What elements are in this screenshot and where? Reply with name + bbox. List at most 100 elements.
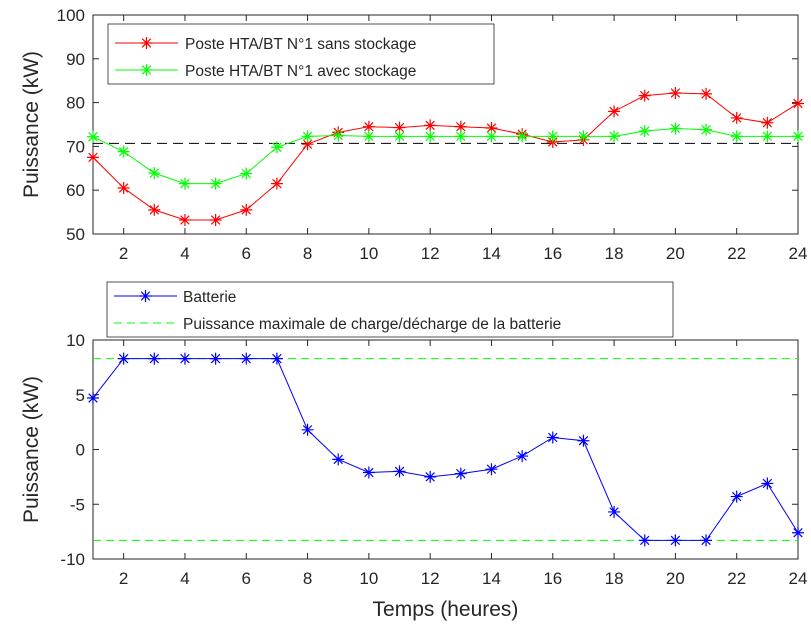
bottom-y-ticks: -10 -5 0 5 10 [60, 331, 798, 569]
data-point [117, 182, 130, 195]
legend-marker-batterie [139, 290, 152, 302]
x-tick-label: 14 [482, 244, 501, 263]
data-point [117, 145, 130, 158]
data-point-shape [301, 138, 314, 151]
data-point-shape [730, 130, 743, 143]
data-point [148, 203, 161, 216]
data-point [761, 477, 774, 490]
data-point-shape [546, 431, 559, 444]
data-point [669, 534, 682, 547]
legend-marker-star [140, 64, 153, 76]
data-point-shape [209, 352, 222, 365]
data-point-shape [362, 130, 375, 143]
data-point-shape [700, 123, 713, 136]
data-point-shape [730, 111, 743, 124]
data-point-shape [730, 490, 743, 503]
legend-item-sans-stockage: Poste HTA/BT N°1 sans stockage [115, 36, 416, 53]
data-point-shape [546, 130, 559, 143]
y-tick-label: -10 [60, 550, 85, 569]
data-point-shape [301, 130, 314, 143]
data-point [516, 130, 529, 143]
y-tick-label: 100 [57, 6, 85, 25]
data-point [730, 130, 743, 143]
x-tick-label: 6 [242, 244, 251, 263]
data-point-shape [424, 470, 437, 483]
legend-marker-star-shape [140, 64, 153, 76]
x-tick-label: 6 [242, 569, 251, 588]
data-point-shape [209, 177, 222, 190]
data-point-shape [178, 352, 191, 365]
data-point [485, 130, 498, 143]
data-point-shape [240, 352, 253, 365]
data-point [700, 87, 713, 100]
data-point [454, 130, 467, 143]
data-point [761, 130, 774, 143]
data-point-shape [178, 177, 191, 190]
bottom-series-layer [87, 352, 804, 547]
x-tick-label: 16 [543, 569, 562, 588]
data-point-shape [608, 105, 621, 118]
data-point-shape [577, 434, 590, 447]
x-tick-label: 12 [421, 569, 440, 588]
legend-item-puissance-max: Puissance maximale de charge/décharge de… [114, 316, 561, 333]
data-point [362, 130, 375, 143]
data-point-shape [178, 213, 191, 226]
x-tick-label: 22 [727, 569, 746, 588]
data-point-shape [87, 130, 99, 143]
data-point [638, 534, 651, 547]
data-point [454, 120, 467, 133]
data-point [362, 466, 375, 479]
legend-marker-sans-stockage [140, 37, 153, 49]
y-tick-label: 10 [66, 331, 85, 350]
legend-marker-star [139, 290, 152, 302]
data-point-shape [761, 116, 774, 129]
data-point-shape [577, 130, 590, 143]
data-point-shape [454, 120, 467, 133]
legend-label-sans-stockage: Poste HTA/BT N°1 sans stockage [185, 36, 416, 53]
data-point-shape [270, 141, 283, 154]
x-tick-label: 18 [605, 569, 624, 588]
data-point-shape [608, 130, 621, 143]
data-point-shape [454, 130, 467, 143]
data-point-shape [332, 453, 345, 466]
data-point [393, 465, 406, 478]
data-point-shape [393, 465, 406, 478]
data-point [424, 470, 437, 483]
data-point [761, 116, 774, 129]
data-point-shape [117, 182, 130, 195]
data-point [301, 138, 314, 151]
data-point [608, 505, 621, 518]
y-tick-label: 50 [66, 225, 85, 244]
x-tick-label: 2 [119, 244, 128, 263]
x-tick-label: 22 [727, 244, 746, 263]
bottom-legend-box [106, 281, 674, 338]
top-y-axis-label: Puissance (kW) [20, 51, 43, 198]
data-point [577, 130, 590, 143]
legend-marker-avec-stockage [140, 64, 153, 76]
top-series-layer [87, 86, 804, 226]
x-tick-label: 2 [119, 569, 128, 588]
data-point-shape [240, 167, 253, 180]
data-point-shape [393, 121, 406, 134]
data-point [454, 467, 467, 480]
data-point [393, 130, 406, 143]
bottom-legend: Batterie Puissance maximale de charge/dé… [106, 281, 674, 338]
data-point [608, 105, 621, 118]
top-legend-box [107, 23, 495, 85]
data-point-shape [87, 392, 99, 405]
data-point-shape [301, 423, 314, 436]
data-point [270, 352, 283, 365]
data-point [485, 463, 498, 476]
x-tick-label: 24 [789, 244, 808, 263]
data-point-shape [117, 352, 130, 365]
x-tick-label: 8 [303, 569, 312, 588]
x-tick-label: 18 [605, 244, 624, 263]
data-point [178, 352, 191, 365]
data-point [424, 119, 437, 132]
data-point [577, 434, 590, 447]
data-point-shape [424, 119, 437, 132]
top-y-ticks: 50 60 70 80 90 100 [57, 6, 798, 244]
data-point [87, 151, 99, 164]
x-tick-label: 20 [666, 569, 685, 588]
